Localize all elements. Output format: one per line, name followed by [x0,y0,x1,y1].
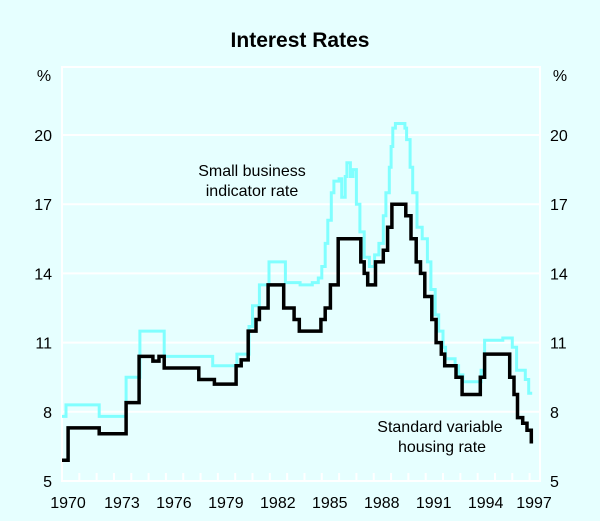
chart-title: Interest Rates [231,29,370,52]
series-label-housing-line2: housing rate [398,439,486,456]
y-tick-label-left: 11 [35,336,52,353]
x-tick-label: 1991 [416,495,452,512]
x-tick-label: 1997 [516,495,552,512]
series-line-housing-rate [62,202,534,462]
x-tick-label: 1979 [208,495,244,512]
x-tick-label: 1970 [50,495,86,512]
y-tick-label-left: 14 [34,266,52,283]
x-tick-label: 1976 [156,495,192,512]
y-tick-label-left: 17 [34,197,52,214]
y-tick-label-right: 20 [550,128,568,145]
y-tick-label-left: 20 [34,128,52,145]
x-tick-label: 1988 [364,495,400,512]
y-tick-label-right: 5 [550,474,559,491]
y-tick-label-right: 14 [550,266,568,283]
y-unit-left: % [37,68,51,85]
x-tick-label: 1973 [104,495,140,512]
series-label-small-business-line1: Small business [198,163,306,180]
x-tick-label: 1994 [468,495,504,512]
y-tick-label-left: 5 [43,474,52,491]
y-unit-right: % [553,68,567,85]
y-tick-label-right: 11 [550,336,567,353]
y-tick-label-right: 8 [550,405,559,422]
x-tick-label: 1982 [260,495,296,512]
x-tick-label: 1985 [312,495,348,512]
y-tick-label-left: 8 [43,405,52,422]
series-line-small-business-rate [62,122,533,418]
series-label-small-business-line2: indicator rate [206,183,299,200]
y-tick-label-right: 17 [550,197,568,214]
series-label-housing-line1: Standard variable [377,419,503,436]
